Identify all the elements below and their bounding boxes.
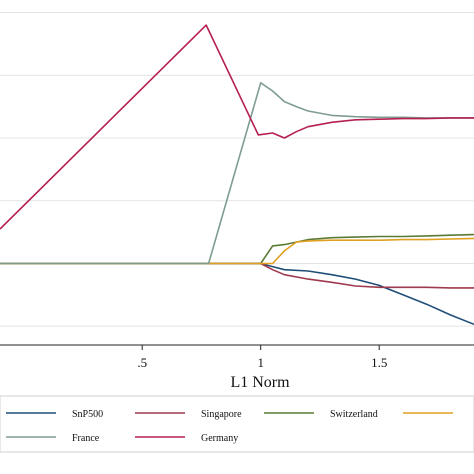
series-line bbox=[0, 237, 474, 265]
legend-item: Singapore bbox=[135, 409, 242, 420]
series-line bbox=[0, 262, 474, 326]
grid-layer bbox=[0, 12, 474, 327]
x-tick-label: 1 bbox=[257, 355, 264, 370]
legend-frame bbox=[0, 395, 474, 453]
legend-item: Switzerland bbox=[264, 409, 378, 420]
x-axis: .5 1 1.5 bbox=[0, 344, 474, 370]
series-line bbox=[0, 82, 474, 265]
series-line bbox=[0, 262, 474, 289]
series-line bbox=[0, 233, 474, 265]
x-axis-label: L1 Norm bbox=[230, 374, 290, 391]
legend-label: Singapore bbox=[201, 409, 242, 420]
legend-item: France bbox=[6, 433, 100, 444]
series-line bbox=[0, 24, 474, 230]
legend-label: Germany bbox=[201, 433, 238, 444]
legend-item: Germany bbox=[135, 433, 238, 444]
legend-label: SnP500 bbox=[72, 409, 103, 420]
x-tick-label: 1.5 bbox=[371, 355, 387, 370]
legend-label: Switzerland bbox=[330, 409, 378, 420]
legend-label: France bbox=[72, 433, 100, 444]
legend: SnP500 Singapore Switzerland France Germany bbox=[0, 395, 474, 453]
x-tick-label: .5 bbox=[137, 355, 147, 370]
series-layer bbox=[0, 24, 474, 326]
legend-item: SnP500 bbox=[6, 409, 103, 420]
